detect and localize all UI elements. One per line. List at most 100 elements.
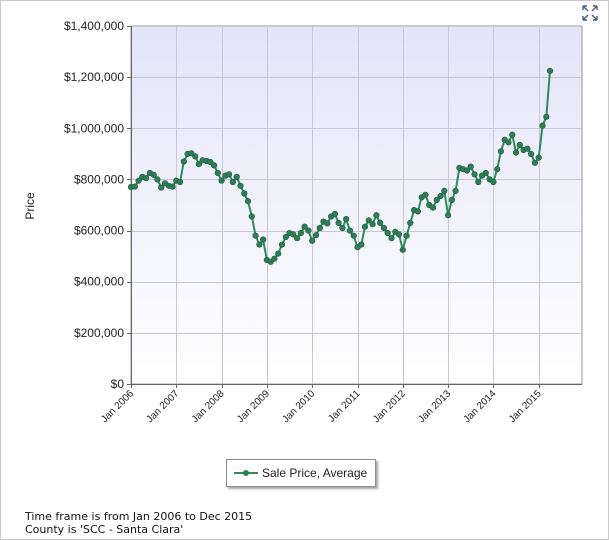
data-point [361,223,369,230]
data-point [135,177,142,184]
data-point [358,241,365,248]
plot-background [130,25,583,385]
y-axis-ticks: $0 $200,000 $400,000 $600,000 $800,000 $1,000… [64,19,131,391]
data-point [377,219,384,226]
data-point [316,224,323,232]
data-point [527,150,535,157]
data-point [309,237,316,244]
data-point [256,241,263,248]
data-point [305,227,312,234]
x-tick-label: Jan 2009 [235,388,272,425]
data-point [452,187,459,194]
data-point [524,145,531,152]
data-point [482,169,489,177]
data-point [229,178,236,186]
data-point [388,235,395,242]
data-point [233,173,240,180]
data-point [294,235,301,242]
x-tick-label: Jan 2010 [280,388,317,425]
data-point [369,221,376,228]
data-point [365,217,372,224]
x-tick-label: Jan 2006 [99,388,136,425]
data-point [248,213,255,220]
data-point [324,220,331,227]
data-point [260,236,267,243]
plot-area [130,25,583,385]
y-axis-label: Price [23,192,37,220]
expand-icon[interactable] [580,3,600,23]
data-point [399,246,406,253]
x-tick-label: Jan 2008 [190,388,227,425]
data-point [252,232,259,239]
gridlines [131,26,582,385]
y-tick-label: $800,000 [74,172,124,186]
data-point [297,230,305,237]
axes [127,26,582,388]
data-point [429,204,437,211]
x-tick-label: Jan 2012 [371,388,408,425]
data-point [244,198,252,205]
y-tick-label: $1,200,000 [64,70,124,84]
data-point [339,224,346,232]
data-point [422,191,429,198]
x-tick-label: Jan 2011 [326,388,363,425]
data-point [207,158,214,166]
y-tick-label: $600,000 [74,224,124,238]
data-point [350,232,357,239]
data-point [535,154,542,161]
data-point [407,219,414,226]
data-point [471,171,478,178]
footnote-county: County is 'SCC - Santa Clara' [25,523,184,536]
data-point [241,190,248,197]
data-point [195,161,202,168]
data-point [546,67,554,74]
data-point [433,196,440,203]
data-point [516,141,523,148]
data-point [211,162,218,169]
x-tick-label: Jan 2013 [416,388,453,425]
data-point [158,184,165,191]
data-point [531,159,539,166]
data-point [512,149,520,156]
data-point [509,131,516,138]
data-point [226,171,233,178]
data-point [467,163,474,170]
data-point [497,148,505,155]
data-point [282,233,289,241]
data-point [445,212,452,219]
data-point [373,212,380,219]
y-tick-label: $0 [111,377,125,391]
data-point [403,232,410,239]
x-tick-label: Jan 2014 [462,388,499,425]
x-axis-ticks: Jan 2006 Jan 2007 Jan 2008 Jan 2009 Jan 2010… [99,384,544,425]
data-point [154,176,161,183]
data-point [131,183,138,190]
y-tick-label: $400,000 [74,275,124,289]
data-point [177,178,184,186]
data-point [218,177,225,184]
data-point [275,250,282,257]
data-point [214,169,221,177]
data-point [448,196,456,203]
data-point [301,223,308,230]
data-point [169,183,176,190]
data-point [331,210,339,218]
data-point [237,182,244,189]
data-point [150,171,157,178]
data-point [505,139,512,146]
data-point [180,158,187,165]
data-point [346,227,354,234]
data-point [494,166,501,173]
data-point [343,216,350,223]
legend-swatch [234,470,258,476]
data-point [437,192,444,200]
data-point [441,187,448,194]
y-tick-label: $1,000,000 [64,121,124,135]
data-point [312,232,320,239]
footnotes: Time frame is from Jan 2006 to Dec 2015 … [25,510,252,536]
x-tick-label: Jan 2015 [507,388,544,425]
legend: Sale Price, Average [226,459,376,487]
x-tick-label: Jan 2007 [145,388,182,425]
data-point [539,122,546,129]
